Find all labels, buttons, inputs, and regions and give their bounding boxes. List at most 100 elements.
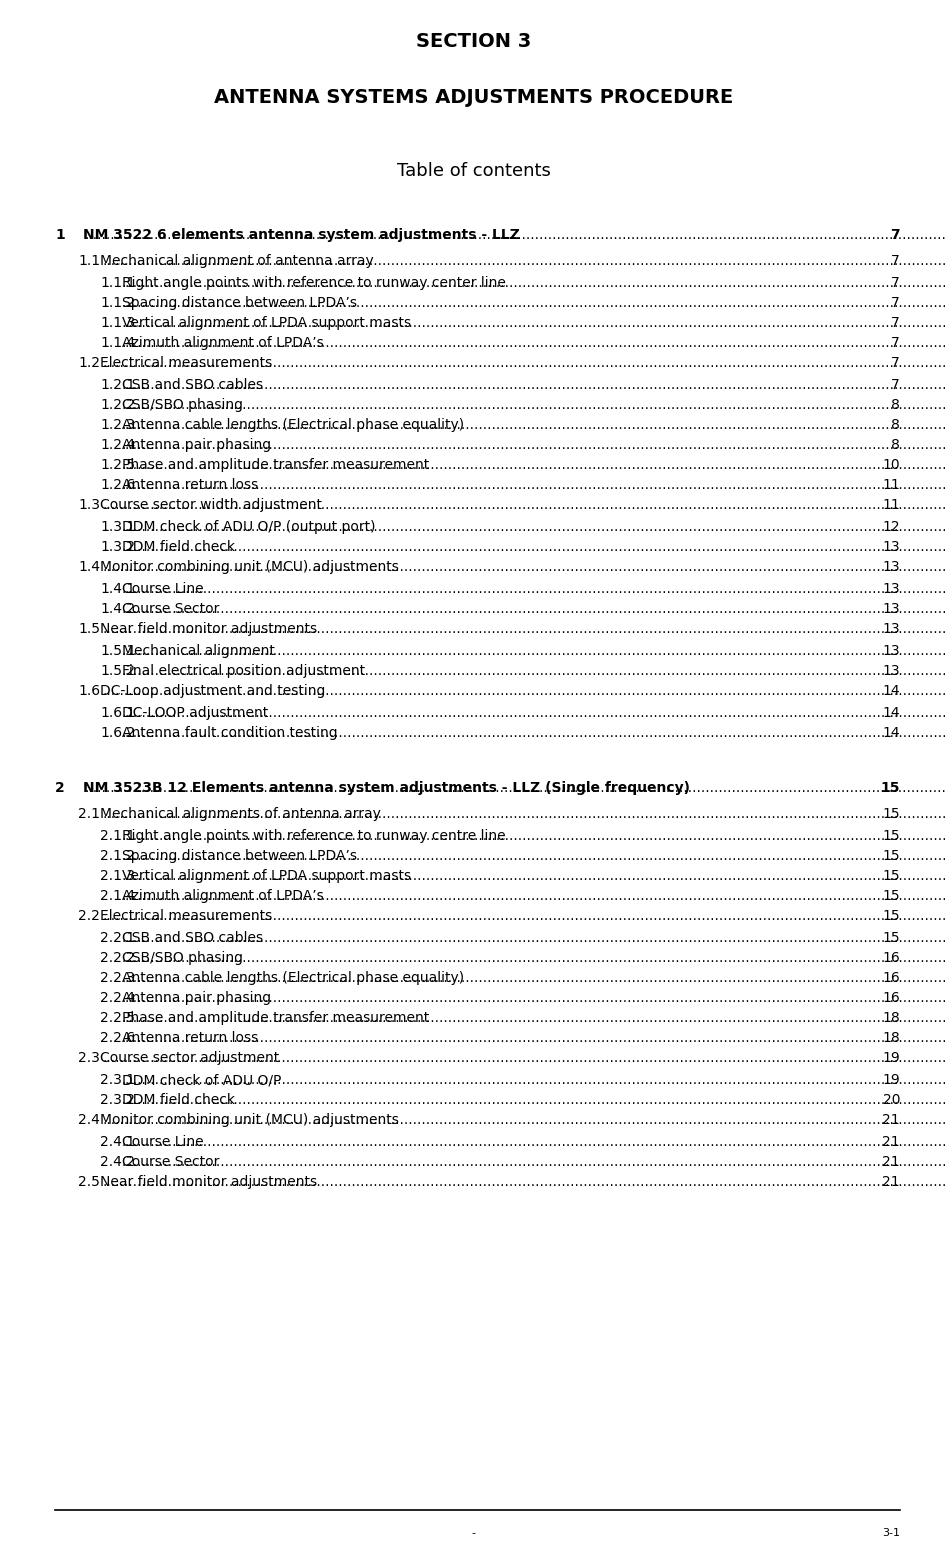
Text: ................................................................................: ........................................… — [124, 277, 947, 291]
Text: Near field monitor adjustments: Near field monitor adjustments — [100, 1175, 317, 1189]
Text: 1.2.6: 1.2.6 — [100, 478, 135, 492]
Text: ................................................................................: ........................................… — [124, 1155, 947, 1169]
Text: Antenna cable lengths (Electrical phase equality): Antenna cable lengths (Electrical phase … — [122, 971, 464, 985]
Text: Antenna return loss: Antenna return loss — [122, 1032, 259, 1046]
Text: 7: 7 — [891, 378, 900, 392]
Text: Course Sector: Course Sector — [122, 1155, 220, 1169]
Text: 2.2.2: 2.2.2 — [100, 950, 135, 964]
Text: ................................................................................: ........................................… — [102, 807, 947, 821]
Text: 1: 1 — [55, 228, 64, 242]
Text: 2.1.1: 2.1.1 — [100, 828, 135, 842]
Text: ................................................................................: ........................................… — [124, 889, 947, 903]
Text: 2.3.2: 2.3.2 — [100, 1093, 135, 1107]
Text: Spacing distance between LPDA’s: Spacing distance between LPDA’s — [122, 849, 357, 863]
Text: ................................................................................: ........................................… — [124, 1093, 947, 1107]
Text: Final electrical position adjustment: Final electrical position adjustment — [122, 664, 366, 678]
Text: ................................................................................: ........................................… — [124, 664, 947, 678]
Text: ................................................................................: ........................................… — [102, 1050, 947, 1064]
Text: 12: 12 — [883, 520, 900, 535]
Text: ................................................................................: ........................................… — [124, 706, 947, 721]
Text: ................................................................................: ........................................… — [102, 356, 947, 370]
Text: ................................................................................: ........................................… — [85, 782, 947, 796]
Text: ................................................................................: ........................................… — [124, 478, 947, 492]
Text: 7: 7 — [891, 277, 900, 291]
Text: ................................................................................: ........................................… — [102, 255, 947, 267]
Text: 14: 14 — [883, 706, 900, 721]
Text: 2.1.2: 2.1.2 — [100, 849, 135, 863]
Text: ................................................................................: ........................................… — [124, 417, 947, 431]
Text: Near field monitor adjustments: Near field monitor adjustments — [100, 622, 317, 636]
Text: Course sector width adjustment: Course sector width adjustment — [100, 499, 322, 513]
Text: 11: 11 — [883, 478, 900, 492]
Text: 13: 13 — [883, 644, 900, 658]
Text: 13: 13 — [883, 664, 900, 678]
Text: 3-1: 3-1 — [882, 1529, 900, 1538]
Text: 2.2.1: 2.2.1 — [100, 932, 135, 946]
Text: Mechanical alignments of antenna array: Mechanical alignments of antenna array — [100, 807, 381, 821]
Text: 7: 7 — [891, 316, 900, 330]
Text: 2.1.4: 2.1.4 — [100, 889, 135, 903]
Text: ................................................................................: ........................................… — [85, 228, 947, 242]
Text: 1.4.2: 1.4.2 — [100, 602, 135, 616]
Text: 7: 7 — [890, 228, 900, 242]
Text: 2.4.1: 2.4.1 — [100, 1135, 135, 1149]
Text: Vertical alignment of LPDA support masts: Vertical alignment of LPDA support masts — [122, 316, 411, 330]
Text: 2.3.1: 2.3.1 — [100, 1074, 135, 1086]
Text: 13: 13 — [883, 560, 900, 574]
Text: Electrical measurements: Electrical measurements — [100, 356, 272, 370]
Text: 16: 16 — [883, 991, 900, 1005]
Text: ................................................................................: ........................................… — [124, 950, 947, 964]
Text: 1.1.3: 1.1.3 — [100, 316, 135, 330]
Text: ................................................................................: ........................................… — [124, 336, 947, 350]
Text: Phase and amplitude transfer measurement: Phase and amplitude transfer measurement — [122, 1011, 429, 1025]
Text: ................................................................................: ........................................… — [124, 1074, 947, 1086]
Text: DDM check of ADU O/P (output port): DDM check of ADU O/P (output port) — [122, 520, 376, 535]
Text: ................................................................................: ........................................… — [124, 438, 947, 452]
Text: 8: 8 — [891, 399, 900, 413]
Text: ................................................................................: ........................................… — [124, 932, 947, 946]
Text: 14: 14 — [883, 685, 900, 699]
Text: 13: 13 — [883, 602, 900, 616]
Text: Azimuth alignment of LPDA’s: Azimuth alignment of LPDA’s — [122, 889, 324, 903]
Text: Phase and amplitude transfer measurement: Phase and amplitude transfer measurement — [122, 458, 429, 472]
Text: ................................................................................: ........................................… — [102, 560, 947, 574]
Text: ................................................................................: ........................................… — [124, 581, 947, 596]
Text: 1.1: 1.1 — [78, 255, 100, 267]
Text: 13: 13 — [883, 539, 900, 553]
Text: 7: 7 — [891, 295, 900, 309]
Text: 1.4: 1.4 — [78, 560, 100, 574]
Text: Monitor combining unit (MCU) adjustments: Monitor combining unit (MCU) adjustments — [100, 1113, 399, 1127]
Text: 10: 10 — [883, 458, 900, 472]
Text: ................................................................................: ........................................… — [124, 602, 947, 616]
Text: 20: 20 — [883, 1093, 900, 1107]
Text: 1.3.1: 1.3.1 — [100, 520, 135, 535]
Text: 2.1.3: 2.1.3 — [100, 869, 135, 883]
Text: 18: 18 — [883, 1011, 900, 1025]
Text: 1.5.2: 1.5.2 — [100, 664, 135, 678]
Text: 1.3: 1.3 — [78, 499, 100, 513]
Text: 1.4.1: 1.4.1 — [100, 581, 135, 596]
Text: Table of contents: Table of contents — [397, 163, 550, 180]
Text: 15: 15 — [883, 807, 900, 821]
Text: Right angle points with reference to runway centre line: Right angle points with reference to run… — [122, 828, 506, 842]
Text: ................................................................................: ........................................… — [102, 622, 947, 636]
Text: ................................................................................: ........................................… — [124, 869, 947, 883]
Text: ................................................................................: ........................................… — [124, 1135, 947, 1149]
Text: 16: 16 — [883, 971, 900, 985]
Text: ................................................................................: ........................................… — [102, 1175, 947, 1189]
Text: Antenna cable lengths (Electrical phase equality): Antenna cable lengths (Electrical phase … — [122, 417, 464, 431]
Text: Course sector adjustment: Course sector adjustment — [100, 1050, 279, 1064]
Text: 21: 21 — [883, 1113, 900, 1127]
Text: 15: 15 — [881, 782, 900, 796]
Text: Antenna return loss: Antenna return loss — [122, 478, 259, 492]
Text: CSB/SBO phasing: CSB/SBO phasing — [122, 399, 243, 413]
Text: ................................................................................: ........................................… — [124, 458, 947, 472]
Text: 2: 2 — [55, 782, 64, 796]
Text: 2.4: 2.4 — [78, 1113, 99, 1127]
Text: 1.6.2: 1.6.2 — [100, 725, 135, 739]
Text: 1.3.2: 1.3.2 — [100, 539, 135, 553]
Text: ................................................................................: ........................................… — [124, 849, 947, 863]
Text: 1.6: 1.6 — [78, 685, 100, 699]
Text: Mechanical alignment of antenna array: Mechanical alignment of antenna array — [100, 255, 374, 267]
Text: 7: 7 — [891, 336, 900, 350]
